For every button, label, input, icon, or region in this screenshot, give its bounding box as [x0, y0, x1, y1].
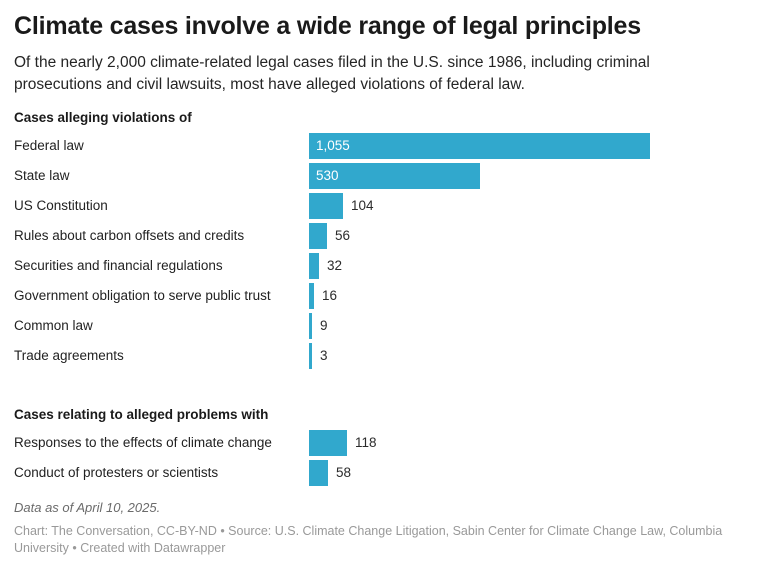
bar-value-label: 32 [327, 257, 343, 273]
bar-value-label: 118 [355, 434, 377, 450]
bar-category-label: Conduct of protesters or scientists [14, 465, 219, 480]
bar-category-label: Securities and financial regulations [14, 258, 223, 273]
bar[interactable] [309, 312, 312, 339]
bar-row: Common law 9 [14, 311, 754, 341]
bar[interactable] [309, 282, 314, 309]
bar[interactable] [309, 429, 347, 456]
chart-sections: Cases alleging violations of Federal law 1… [14, 110, 754, 488]
bar-category-label: State law [14, 168, 70, 183]
bar-value-label: 9 [320, 317, 328, 333]
bar-category-label: Responses to the effects of climate chan… [14, 435, 272, 450]
bar-track: 56 [309, 222, 754, 249]
section-header: Cases relating to alleged problems with [14, 406, 269, 422]
bar-track: 3 [309, 342, 754, 369]
bar-row: US Constitution 104 [14, 191, 754, 221]
bar-track: 118 [309, 429, 754, 456]
bar-row: Trade agreements 3 [14, 341, 754, 371]
bar[interactable] [309, 192, 343, 219]
footer-credit: Chart: The Conversation, CC-BY-ND • Sour… [14, 523, 723, 555]
bar-track: 530 [309, 162, 754, 189]
bar-value-label: 58 [336, 464, 352, 480]
bar-category-label: Trade agreements [14, 348, 124, 363]
bar-row: Government obligation to serve public tr… [14, 281, 754, 311]
chart-section: Cases relating to alleged problems with R… [14, 407, 754, 488]
chart-footer: Data as of April 10, 2025. Chart: The Co… [14, 500, 754, 558]
bar[interactable] [309, 222, 327, 249]
bar[interactable] [309, 342, 312, 369]
bar-category-label: Rules about carbon offsets and credits [14, 228, 245, 243]
bar-value-label: 104 [351, 197, 374, 213]
section-header: Cases alleging violations of [14, 109, 192, 125]
bar-rows: Federal law 1,055 State law 530 US Constitut… [14, 131, 754, 371]
bar-category-label: Government obligation to serve public tr… [14, 288, 271, 303]
bar-track: 1,055 [309, 132, 754, 159]
bar-row: Rules about carbon offsets and credits 56 [14, 221, 754, 251]
bar-track: 9 [309, 312, 754, 339]
page-title: Climate cases involve a wide range of le… [14, 12, 641, 40]
bar-category-label: Common law [14, 318, 93, 333]
chart-section: Cases alleging violations of Federal law 1… [14, 110, 754, 371]
bar-row: State law 530 [14, 161, 754, 191]
bar[interactable] [309, 132, 650, 159]
bar-row: Responses to the effects of climate chan… [14, 428, 754, 458]
bar-track: 32 [309, 252, 754, 279]
bar-value-label: 530 [316, 167, 339, 183]
bar-track: 104 [309, 192, 754, 219]
chart-subtitle: Of the nearly 2,000 climate-related lega… [14, 53, 650, 93]
bar[interactable] [309, 252, 319, 279]
bar-category-label: US Constitution [14, 198, 108, 213]
section-spacer [14, 371, 754, 393]
bar[interactable] [309, 459, 328, 486]
bar-row: Securities and financial regulations 32 [14, 251, 754, 281]
bar-value-label: 16 [322, 287, 338, 303]
bar-value-label: 3 [320, 347, 328, 363]
bar-track: 58 [309, 459, 754, 486]
bar-track: 16 [309, 282, 754, 309]
footer-note: Data as of April 10, 2025. [14, 499, 161, 515]
bar-rows: Responses to the effects of climate chan… [14, 428, 754, 488]
bar-category-label: Federal law [14, 138, 84, 153]
bar-row: Federal law 1,055 [14, 131, 754, 161]
bar-row: Conduct of protesters or scientists 58 [14, 458, 754, 488]
bar-value-label: 56 [335, 227, 351, 243]
bar[interactable] [309, 162, 480, 189]
bar-value-label: 1,055 [316, 137, 350, 153]
